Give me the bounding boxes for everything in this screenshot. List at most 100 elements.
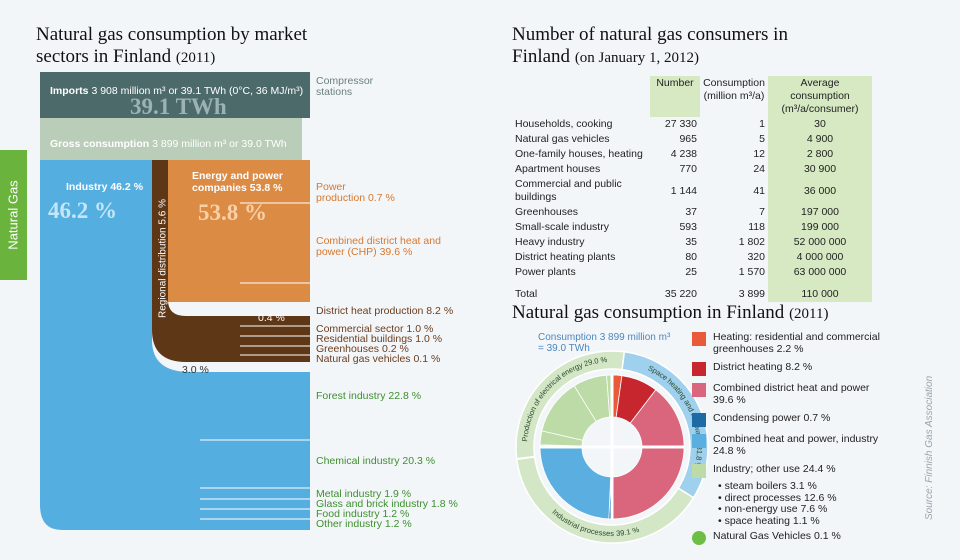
table-row: Households, cooking 27 330 1 30 [512,117,872,132]
imports-text: 3 908 million m³ or 39.1 TWh (0°C, 36 MJ… [91,85,304,97]
table-cell: 30 [768,117,872,132]
table-row: District heating plants 80 320 4 000 000 [512,250,872,265]
table-cell: 80 [685,251,697,263]
energy-big: 53.8 % [198,200,267,225]
flow-label: 0.4 % [258,312,285,324]
industry-label: Industry 46.2 % [66,181,144,193]
source: Source: Finnish Gas Association [924,375,935,520]
table-cell: 41 [753,184,765,197]
table-cell: 199 000 [768,220,872,235]
legend-label: Combined district heat and power 39.6 % [713,382,870,406]
legend-label: Condensing power 0.7 % [713,412,831,424]
sankey-title-block: Natural gas consumption by market sector… [36,24,346,69]
table-cell: 4 000 000 [768,250,872,265]
table-cell: 1 802 [738,236,765,248]
legend-swatch [692,332,706,346]
donut-title: Natural gas consumption in Finland [512,302,785,323]
table-cell: Heavy industry [515,236,585,248]
table-header: Number Consumption (million m³/a) Averag… [512,76,872,117]
table-cell: 1 [759,118,765,130]
gross-label: Gross consumption [50,138,150,150]
legend-label: Natural Gas Vehicles 0.1 % [713,530,841,542]
table-cell: Total [515,288,538,300]
output-label: Food industry 1.2 % [316,508,410,520]
table-cell: 25 [685,266,697,278]
table-cell: 27 330 [664,118,697,130]
table-cell: 63 000 000 [768,265,872,280]
table-cell: 770 [679,163,697,175]
donut: Production of electrical energy 29.0 %Sp… [515,350,709,544]
output-label: Greenhouses 0.2 % [316,343,409,355]
imports-text-block: Imports 3 908 million m³ or 39.1 TWh (0°… [50,85,303,97]
table-cell: Households, cooking [515,118,613,130]
flow-label: 3.0 % [182,364,209,376]
legend-subitem: steam boilers 3.1 % [718,480,892,493]
legend-subitem: non-energy use 7.6 % [718,503,892,516]
table-cell: 2 800 [768,147,872,162]
legend-label: Combined heat and power, industry 24.8 % [713,433,879,457]
output-label: Commercial sector 1.0 % [316,323,434,335]
legend-label: District heating 8.2 % [713,361,813,373]
header-cell [512,76,650,117]
header-cell: Number [650,76,700,117]
legend-item: Condensing power 0.7 % [692,412,892,427]
table-cell: One-family houses, heating [515,148,643,160]
table-row: One-family houses, heating 4 238 12 2 800 [512,147,872,162]
table-cell: 30 900 [768,162,872,177]
regional-flow [152,160,310,362]
output-label: Residential buildings 1.0 % [316,333,443,345]
output-label: Metal industry 1.9 % [316,488,412,500]
imports-label: Imports [50,85,89,97]
table-cell: 24 [753,163,765,175]
output-label: Forest industry 22.8 % [316,390,422,402]
donut-subtitle: Consumption 3 899 million m³ = 39.0 TWh [538,332,671,354]
legend-item: District heating 8.2 % [692,361,892,376]
legend-item: Heating: residential and commercial gree… [692,331,892,355]
output-label: Natural gas vehicles 0.1 % [316,353,441,365]
table-cell: 35 220 [664,288,697,300]
legend-swatch [692,434,706,448]
table-cell: 12 [753,148,765,160]
table-cell: 5 [759,133,765,145]
outer-ring-segment [515,456,695,544]
table-title-date: (on January 1, 2012) [574,50,699,66]
table-cell: 7 [759,206,765,218]
industry-flow [40,160,310,530]
table-cell: 4 238 [670,148,697,160]
table-cell: 3 899 [738,288,765,300]
imports-flow [40,72,310,118]
total-row: Total 35 220 3 899 110 000 [512,280,872,302]
table-cell: Small-scale industry [515,221,609,233]
table-title-block: Number of natural gas consumers in Finla… [512,24,832,69]
table-cell: 320 [747,251,765,263]
gross-text-block: Gross consumption 3 899 million m³ or 39… [50,138,287,150]
table-cell: Power plants [515,266,576,278]
flow-dividers [200,439,310,520]
table-cell: Apartment houses [515,163,601,175]
output-label: Compressor stations [316,75,374,98]
table-row: Greenhouses 37 7 197 000 [512,205,872,220]
table-row: Apartment houses 770 24 30 900 [512,162,872,177]
consumers-table: Number Consumption (million m³/a) Averag… [512,76,872,302]
header-cell: Consumption (million m³/a) [703,77,765,102]
table-cell: 965 [679,133,697,145]
table-cell: 197 000 [768,205,872,220]
legend: Heating: residential and commercial gree… [692,331,892,552]
legend-swatch [692,383,706,397]
table-cell: 35 [685,236,697,248]
legend-swatch [692,531,706,545]
table-title: Number of natural gas consumers in Finla… [512,24,788,67]
legend-group-label: Industry; other use 24.4 % [713,463,836,475]
legend-swatch [692,413,706,427]
output-label: Glass and brick industry 1.8 % [316,498,458,510]
table-cell: Greenhouses [515,206,579,218]
table-cell: 4 900 [768,132,872,147]
legend-swatch [692,362,706,376]
sankey-title: Natural gas consumption by market sector… [36,24,308,67]
output-label: Other industry 1.2 % [316,518,412,530]
table-cell: 52 000 000 [768,235,872,250]
energy-flow [168,160,310,302]
gross-flow [40,118,302,160]
side-label-box [0,150,27,280]
